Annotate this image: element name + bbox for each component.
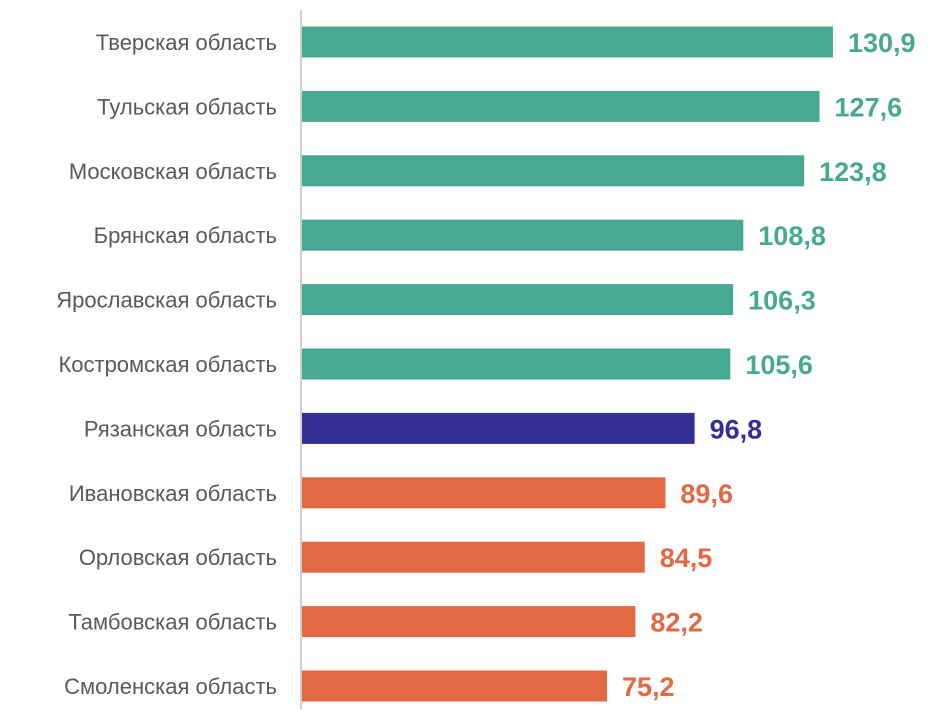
- category-label: Московская область: [69, 159, 277, 184]
- value-label: 130,9: [848, 28, 916, 58]
- value-label: 105,6: [745, 350, 813, 380]
- category-label: Тверская область: [96, 30, 277, 55]
- bar: [302, 541, 645, 573]
- value-label: 82,2: [650, 608, 703, 638]
- bar: [302, 670, 608, 702]
- category-label: Тульская область: [97, 94, 277, 119]
- bar: [302, 284, 734, 316]
- bar: [302, 348, 731, 380]
- value-label: 75,2: [622, 672, 675, 702]
- bar: [302, 219, 744, 251]
- bar: [302, 90, 820, 122]
- category-label: Тамбовская область: [68, 610, 277, 635]
- category-labels: Тверская область Тульская область Московск…: [56, 30, 277, 699]
- category-label: Рязанская область: [84, 416, 277, 441]
- value-label: 127,6: [835, 92, 903, 122]
- value-label: 84,5: [660, 543, 713, 573]
- value-label: 89,6: [680, 479, 733, 509]
- value-label: 96,8: [710, 414, 763, 444]
- bar: [302, 412, 695, 444]
- category-label: Ярославская область: [56, 288, 277, 313]
- value-labels: 130,9 127,6 123,8 108,8 106,3 105,6 96,8 89,6 84…: [622, 28, 915, 702]
- value-label: 123,8: [819, 157, 887, 187]
- bar: [302, 155, 805, 187]
- category-label: Ивановская область: [69, 481, 277, 506]
- bars-group: [302, 26, 833, 702]
- category-label: Брянская область: [94, 223, 277, 248]
- category-label: Орловская область: [79, 545, 277, 570]
- category-label: Костромская область: [58, 352, 277, 377]
- value-label: 108,8: [758, 221, 826, 251]
- bar: [302, 606, 636, 638]
- value-label: 106,3: [748, 286, 816, 316]
- bar: [302, 477, 666, 509]
- category-label: Смоленская область: [64, 674, 277, 699]
- bar: [302, 26, 833, 58]
